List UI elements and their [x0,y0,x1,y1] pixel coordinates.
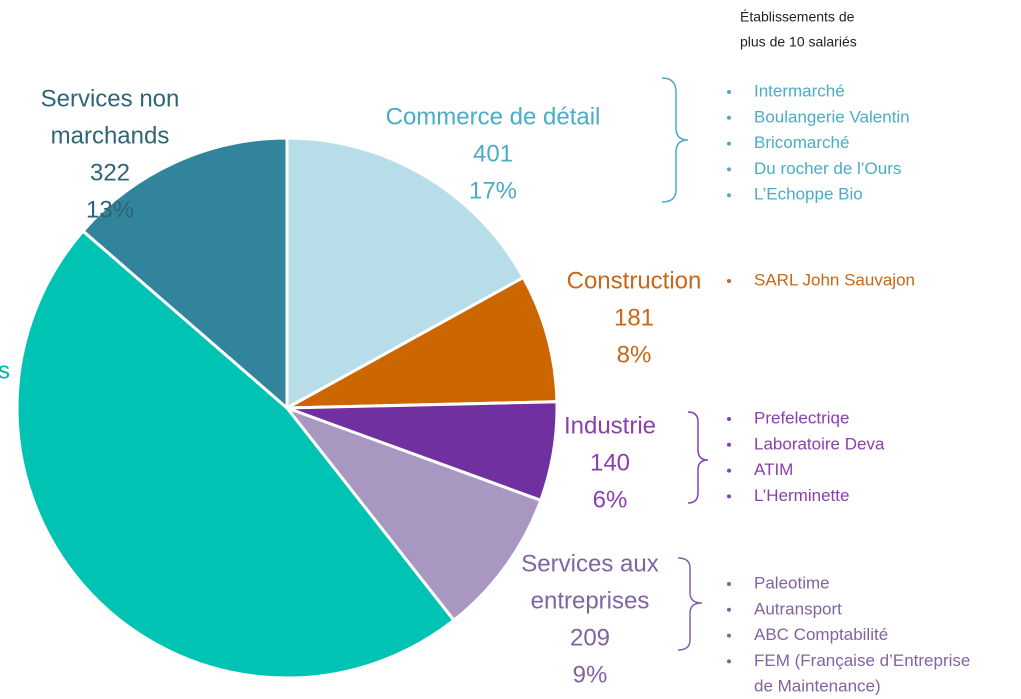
bullet [727,633,731,638]
list-item: L’Echoppe Bio [754,185,863,204]
percent-label: 13% [86,196,134,223]
pie-slice [285,136,526,411]
slice-label: entreprises [531,587,650,614]
value-label: 209 [570,624,610,651]
bullet [727,141,731,146]
percent-label: 8% [617,341,652,368]
slice-label: Services aux [521,550,658,577]
list-item: Intermarché [754,81,845,100]
bullet [727,167,731,172]
bracket [677,557,703,651]
pie-slice [286,275,559,410]
slice-label: marchands [51,122,170,149]
bullet [727,468,731,473]
list-item: ATIM [754,460,793,479]
bullet [727,607,731,612]
pie-slice [80,136,289,412]
bullet [727,442,731,447]
list-header: Établissements de [740,9,855,25]
list-item: Du rocher de l’Ours [754,159,901,178]
percent-label: 9% [573,661,608,688]
percent-label: 17% [469,177,517,204]
slice-label: Industrie [564,412,656,439]
list-item: Bricomarché [754,133,849,152]
slice-label: s [0,357,10,384]
slice-label: Commerce de détail [386,103,601,130]
value-label: 322 [90,159,130,186]
bullet [727,279,731,283]
slice-label: Services non [41,85,180,112]
list-item: SARL John Sauvajon [754,270,915,289]
bullet [727,417,731,421]
value-label: 401 [473,140,513,167]
list-item: de Maintenance) [754,677,881,696]
list-header: plus de 10 salariés [740,34,857,50]
value-label: 140 [590,449,630,476]
bracket [687,411,709,504]
bullet [727,90,731,94]
bullet [727,494,731,499]
bracket [661,77,689,203]
list-item: Autransport [754,599,842,618]
list-item: L’Herminette [754,486,849,505]
bullet [727,193,731,198]
list-item: Prefelectriqe [754,408,849,427]
bullet [727,659,731,664]
slice-label: Construction [567,267,702,294]
percent-label: 6% [593,486,628,513]
list-item: Laboratoire Deva [754,434,885,453]
value-label: 181 [614,304,654,331]
bullet [727,582,731,586]
pie-slice [282,404,543,623]
list-item: FEM (Française d’Entreprise [754,651,970,670]
pie-slice [15,228,456,680]
list-item: ABC Comptabilité [754,625,888,644]
list-item: Boulangerie Valentin [754,107,910,126]
list-item: Paleotime [754,573,830,592]
bullet [727,115,731,120]
